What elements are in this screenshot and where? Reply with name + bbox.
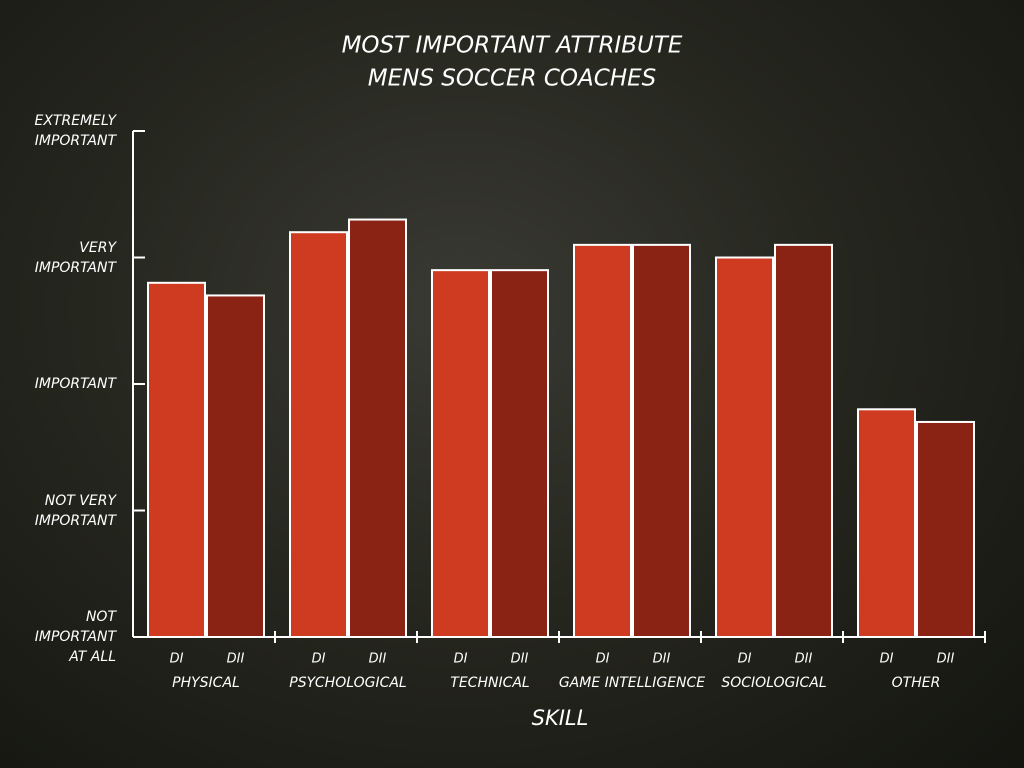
series-label: DII [227, 652, 245, 667]
bar [206, 294, 265, 638]
series-label: DI [596, 652, 610, 667]
series-label: DI [738, 652, 752, 667]
bar [431, 269, 490, 638]
bar [573, 243, 632, 638]
x-tick-label: PSYCHOLOGICAL [289, 675, 406, 691]
series-label: DI [880, 652, 894, 667]
x-tick-label: GAME INTELLIGENCE [559, 675, 705, 691]
bar [774, 243, 833, 638]
y-tick-label: EXTREMELY IMPORTANT [34, 113, 117, 149]
x-axis-title: SKILL [532, 706, 589, 730]
x-tick-label: SOCIOLOGICAL [721, 675, 826, 691]
series-label: DI [312, 652, 326, 667]
chart-subtitle: MENS SOCCER COACHES [368, 66, 657, 92]
y-tick-label: VERY IMPORTANT [34, 239, 116, 276]
bar [490, 269, 549, 638]
series-label: DII [937, 652, 955, 667]
bar [916, 420, 975, 639]
series-label: DII [369, 652, 387, 667]
bar [348, 218, 407, 639]
chart-title: MOST IMPORTANT ATTRIBUTE [342, 33, 683, 59]
y-tick-label: NOT VERY IMPORTANT [34, 492, 116, 529]
bar [289, 231, 348, 638]
y-tick-label: IMPORTANT [34, 376, 116, 392]
y-tick-label: NOT IMPORTANT AT ALL [34, 609, 116, 665]
series-label: DI [454, 652, 468, 667]
series-label: DI [170, 652, 184, 667]
series-label: DII [511, 652, 529, 667]
x-tick-label: OTHER [892, 675, 941, 691]
bar [857, 408, 916, 638]
bar [715, 256, 774, 638]
x-tick-label: PHYSICAL [172, 675, 240, 691]
bar [632, 243, 691, 638]
series-label: DII [653, 652, 671, 667]
x-tick-label: TECHNICAL [450, 675, 529, 691]
bar [147, 281, 206, 638]
series-label: DII [795, 652, 813, 667]
